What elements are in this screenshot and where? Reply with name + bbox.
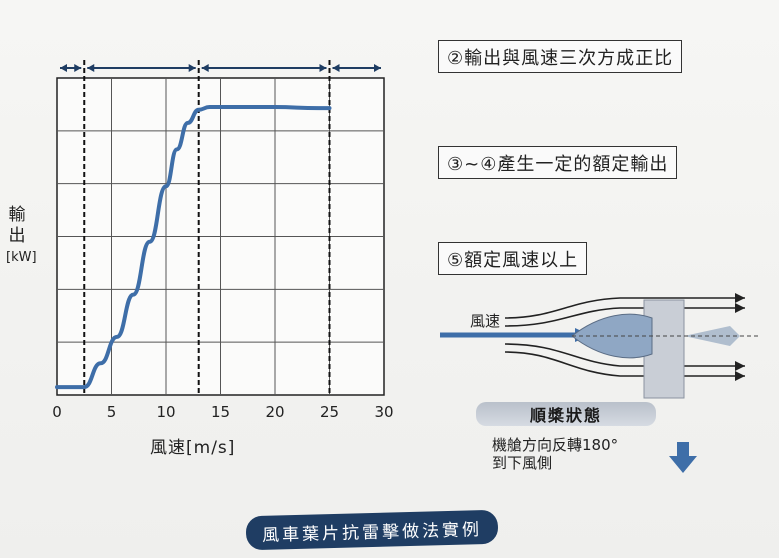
down-arrow-icon [669, 442, 697, 473]
outlet-arrow-3 [735, 361, 745, 371]
region-arrow-right [74, 64, 82, 72]
x-tick-labels: 0 5 10 15 20 25 30 [52, 403, 393, 421]
streamline-top-1 [504, 297, 745, 319]
feathering-state-label: 順槳狀態 [476, 402, 656, 426]
x-tick-label: 10 [156, 403, 175, 421]
x-tick-label: 30 [374, 403, 393, 421]
outlet-arrow-4 [735, 371, 745, 381]
outlet-arrow-2 [735, 303, 745, 313]
note-5: ⑤額定風速以上 [438, 242, 588, 275]
figure-caption: 風車葉片抗雷擊做法實例 [245, 509, 499, 551]
x-axis-label: 風速[m/s] [150, 438, 236, 458]
streamline-top-2 [504, 307, 745, 327]
hub-spinner [571, 313, 653, 359]
region-arrow-left [60, 64, 67, 72]
x-tick-label: 20 [265, 403, 284, 421]
x-tick-label: 5 [107, 403, 117, 421]
power-curve [55, 105, 332, 390]
x-tick-label: 0 [52, 403, 62, 421]
region-arrow-left [201, 64, 209, 72]
region-boundaries [60, 60, 381, 395]
region-arrow-right [188, 64, 196, 72]
note-2: ②輸出與風速三次方成正比 [438, 40, 683, 73]
region-arrow-right [374, 64, 381, 72]
wind-label: 風速 [470, 312, 500, 330]
x-tick-label: 25 [320, 403, 339, 421]
rotate-note: 機艙方向反轉180° 到下風側 [492, 436, 619, 472]
streamline-bot-2 [504, 351, 745, 377]
region-arrow-right [319, 64, 327, 72]
region-arrow-left [87, 64, 95, 72]
region-arrow-left [332, 64, 340, 72]
power-curve-line [55, 105, 332, 390]
note-3-4: ③~④產生一定的額定輸出 [438, 146, 678, 179]
x-tick-label: 15 [211, 403, 230, 421]
outlet-arrow-1 [735, 293, 745, 303]
streamline-bot-1 [504, 343, 745, 367]
